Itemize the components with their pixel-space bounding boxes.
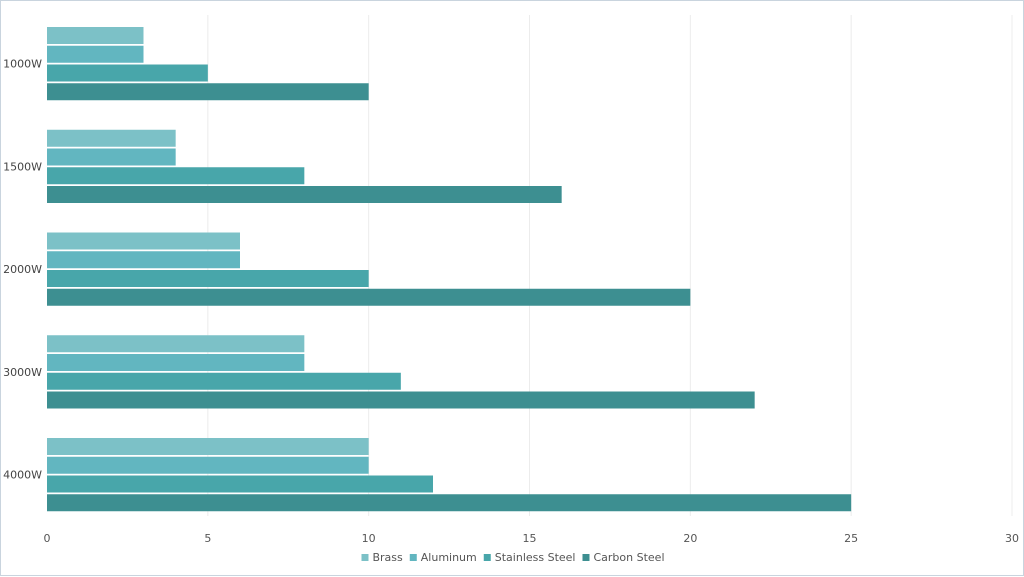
legend-item: Carbon Steel [582,551,665,564]
bar [47,438,369,455]
category-label: 1500W [3,160,42,173]
bar [47,335,305,353]
bar [47,148,176,166]
bar [47,232,240,250]
bar [47,391,755,409]
bar [47,270,369,287]
bar [47,167,305,185]
bar [47,45,144,63]
legend-label: Carbon Steel [593,551,664,564]
legend-item: Aluminum [409,551,477,564]
bars [47,27,852,512]
category-label: 2000W [3,263,42,276]
x-tick-label: 5 [204,532,211,545]
bar [47,186,562,203]
bar [47,456,369,474]
x-tick-label: 30 [1005,532,1019,545]
legend-swatch [582,554,590,561]
x-tick-label: 0 [44,532,51,545]
legend-item: Stainless Steel [483,551,576,564]
legend-swatch [409,554,417,561]
legend-label: Stainless Steel [495,551,576,564]
legend-swatch [483,554,491,561]
bar [47,475,433,493]
bar [47,64,208,82]
legend-label: Brass [372,551,403,564]
category-labels: 1000W 1500W 2000W 3000W 4000W [3,58,42,482]
bar [47,83,369,101]
category-label: 4000W [3,469,42,482]
legend-item: Brass [361,551,403,564]
x-tick-label: 15 [523,532,537,545]
category-label: 3000W [3,366,42,379]
x-tick-label: 25 [844,532,858,545]
bar [47,251,240,269]
category-label: 1000W [3,58,42,71]
bar [47,354,305,371]
legend: Brass Aluminum Stainless Steel Carbon Steel [361,551,665,564]
bar [47,372,401,390]
bar [47,494,852,512]
x-tick-label: 20 [683,532,697,545]
x-tick-label: 10 [362,532,376,545]
x-axis-ticks: 0 5 10 15 20 25 30 [44,532,1020,545]
bar [47,27,144,44]
legend-swatch [361,554,369,561]
bar [47,129,176,147]
legend-label: Aluminum [421,551,477,564]
bar [47,288,691,306]
